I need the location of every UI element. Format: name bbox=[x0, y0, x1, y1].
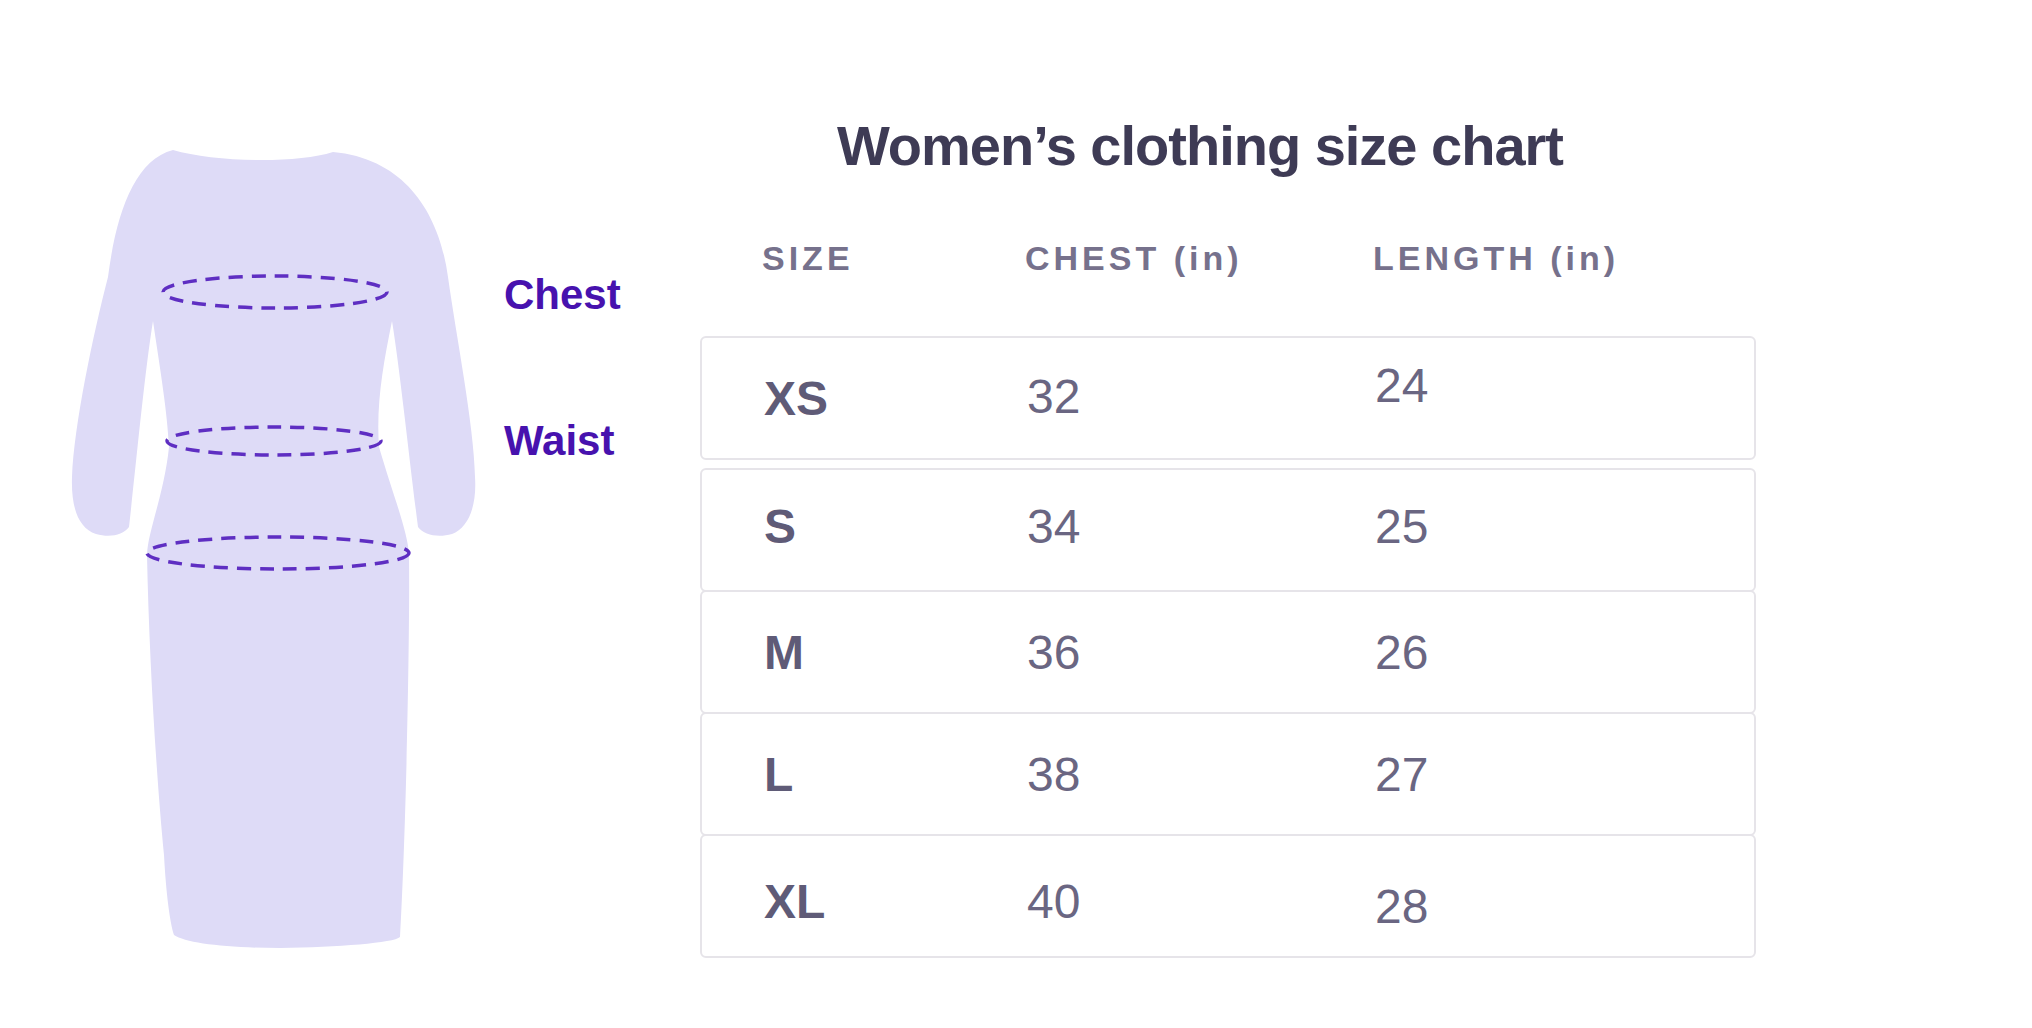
column-header-length: LENGTH (in) bbox=[1373, 238, 1756, 278]
size-chart-page: { "title": "Women\u2019s clothing size c… bbox=[0, 0, 2032, 1028]
length-cell: 25 bbox=[1375, 470, 1754, 590]
chest-cell: 38 bbox=[1027, 714, 1375, 834]
chest-label: Chest bbox=[504, 272, 664, 318]
length-cell: 28 bbox=[1375, 836, 1754, 956]
column-header-size: SIZE bbox=[700, 238, 1025, 278]
size-cell: XS bbox=[702, 338, 1027, 458]
chest-cell: 36 bbox=[1027, 592, 1375, 712]
table-row: M 36 26 bbox=[700, 590, 1756, 714]
table-row: S 34 25 bbox=[700, 468, 1756, 592]
page-title: Women’s clothing size chart bbox=[760, 112, 1640, 179]
table-row: XS 32 24 bbox=[700, 336, 1756, 460]
table-row: L 38 27 bbox=[700, 712, 1756, 836]
size-cell: S bbox=[702, 470, 1027, 590]
chest-cell: 34 bbox=[1027, 470, 1375, 590]
column-header-chest: CHEST (in) bbox=[1025, 238, 1373, 278]
chest-cell: 40 bbox=[1027, 836, 1375, 956]
size-table: XS 32 24 S 34 25 M 36 26 L 38 27 XL 40 2… bbox=[700, 336, 1756, 958]
table-row: XL 40 28 bbox=[700, 834, 1756, 958]
length-cell: 26 bbox=[1375, 592, 1754, 712]
table-header-row: SIZE CHEST (in) LENGTH (in) bbox=[700, 238, 1756, 278]
dress-silhouette bbox=[72, 150, 475, 948]
length-cell: 27 bbox=[1375, 714, 1754, 834]
length-cell: 24 bbox=[1375, 338, 1754, 458]
size-cell: L bbox=[702, 714, 1027, 834]
size-cell: M bbox=[702, 592, 1027, 712]
chest-cell: 32 bbox=[1027, 338, 1375, 458]
size-cell: XL bbox=[702, 836, 1027, 956]
dress-illustration bbox=[56, 133, 482, 949]
waist-label: Waist bbox=[504, 418, 664, 464]
